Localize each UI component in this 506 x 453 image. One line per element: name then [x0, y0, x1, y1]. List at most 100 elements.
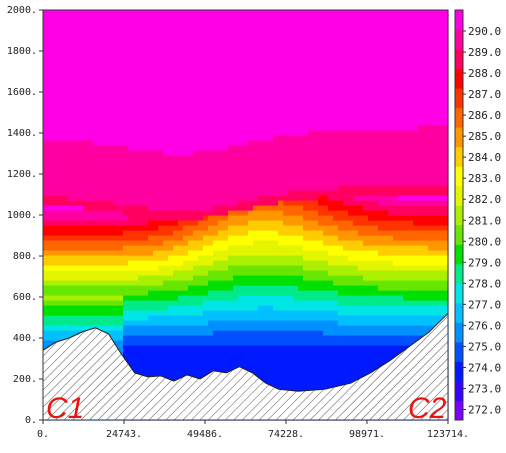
contour-cell	[43, 155, 49, 161]
contour-cell	[58, 320, 64, 326]
contour-cell	[253, 335, 259, 341]
contour-cell	[158, 150, 164, 156]
contour-cell	[263, 360, 269, 366]
contour-cell	[158, 250, 164, 256]
contour-cell	[298, 385, 304, 391]
contour-cell	[208, 185, 214, 191]
contour-cell	[43, 120, 49, 126]
contour-cell	[248, 125, 254, 131]
contour-cell	[183, 350, 189, 356]
contour-cell	[148, 250, 154, 256]
contour-cell	[123, 195, 129, 201]
contour-cell	[153, 50, 159, 56]
contour-cell	[203, 45, 209, 51]
contour-cell	[78, 55, 84, 61]
contour-cell	[253, 245, 259, 251]
contour-cell	[313, 60, 319, 66]
contour-cell	[163, 175, 169, 181]
contour-cell	[153, 40, 159, 46]
contour-cell	[288, 160, 294, 166]
contour-cell	[228, 150, 234, 156]
contour-cell	[128, 200, 134, 206]
contour-cell	[333, 75, 339, 81]
contour-cell	[193, 145, 199, 151]
contour-cell	[68, 310, 74, 316]
contour-cell	[123, 60, 129, 66]
contour-cell	[83, 100, 89, 106]
contour-cell	[98, 165, 104, 171]
contour-cell	[213, 205, 219, 211]
contour-cell	[313, 25, 319, 31]
contour-cell	[263, 330, 269, 336]
contour-cell	[178, 320, 184, 326]
contour-cell	[133, 255, 139, 261]
contour-cell	[43, 260, 49, 266]
contour-cell	[308, 365, 314, 371]
contour-cell	[88, 110, 94, 116]
contour-cell	[63, 20, 69, 26]
contour-cell	[258, 75, 264, 81]
contour-cell	[238, 300, 244, 306]
contour-cell	[198, 310, 204, 316]
contour-cell	[78, 220, 84, 226]
contour-cell	[238, 310, 244, 316]
contour-cell	[103, 230, 109, 236]
contour-cell	[258, 310, 264, 316]
contour-cell	[198, 45, 204, 51]
contour-cell	[313, 265, 319, 271]
contour-cell	[43, 280, 49, 286]
contour-cell	[83, 260, 89, 266]
contour-cell	[248, 30, 254, 36]
contour-cell	[223, 80, 229, 86]
contour-cell	[193, 185, 199, 191]
contour-cell	[198, 275, 204, 281]
contour-cell	[283, 375, 289, 381]
contour-cell	[118, 175, 124, 181]
contour-cell	[73, 20, 79, 26]
contour-cell	[303, 270, 309, 276]
contour-cell	[113, 280, 119, 286]
contour-cell	[133, 325, 139, 331]
contour-cell	[53, 35, 59, 41]
contour-cell	[333, 95, 339, 101]
contour-cell	[278, 10, 284, 16]
contour-cell	[298, 145, 304, 151]
contour-cell	[283, 270, 289, 276]
contour-cell	[73, 265, 79, 271]
contour-cell	[293, 285, 299, 291]
contour-cell	[303, 175, 309, 181]
contour-cell	[318, 100, 324, 106]
contour-cell	[183, 200, 189, 206]
contour-cell	[78, 245, 84, 251]
contour-cell	[48, 110, 54, 116]
contour-cell	[183, 60, 189, 66]
contour-cell	[343, 310, 349, 316]
contour-cell	[83, 295, 89, 301]
contour-cell	[63, 225, 69, 231]
contour-cell	[113, 330, 119, 336]
contour-cell	[88, 130, 94, 136]
contour-cell	[308, 215, 314, 221]
contour-cell	[43, 300, 49, 306]
contour-cell	[48, 180, 54, 186]
contour-cell	[138, 155, 144, 161]
contour-cell	[278, 365, 284, 371]
contour-cell	[208, 50, 214, 56]
contour-cell	[63, 40, 69, 46]
contour-cell	[263, 190, 269, 196]
contour-cell	[198, 335, 204, 341]
contour-cell	[48, 220, 54, 226]
contour-cell	[148, 140, 154, 146]
contour-cell	[68, 260, 74, 266]
contour-cell	[323, 230, 329, 236]
contour-cell	[293, 100, 299, 106]
contour-cell	[148, 370, 154, 376]
contour-cell	[198, 210, 204, 216]
contour-cell	[328, 260, 334, 266]
contour-cell	[343, 50, 349, 56]
contour-cell	[238, 255, 244, 261]
contour-cell	[263, 315, 269, 321]
contour-cell	[283, 150, 289, 156]
contour-cell	[123, 10, 129, 16]
contour-cell	[93, 195, 99, 201]
